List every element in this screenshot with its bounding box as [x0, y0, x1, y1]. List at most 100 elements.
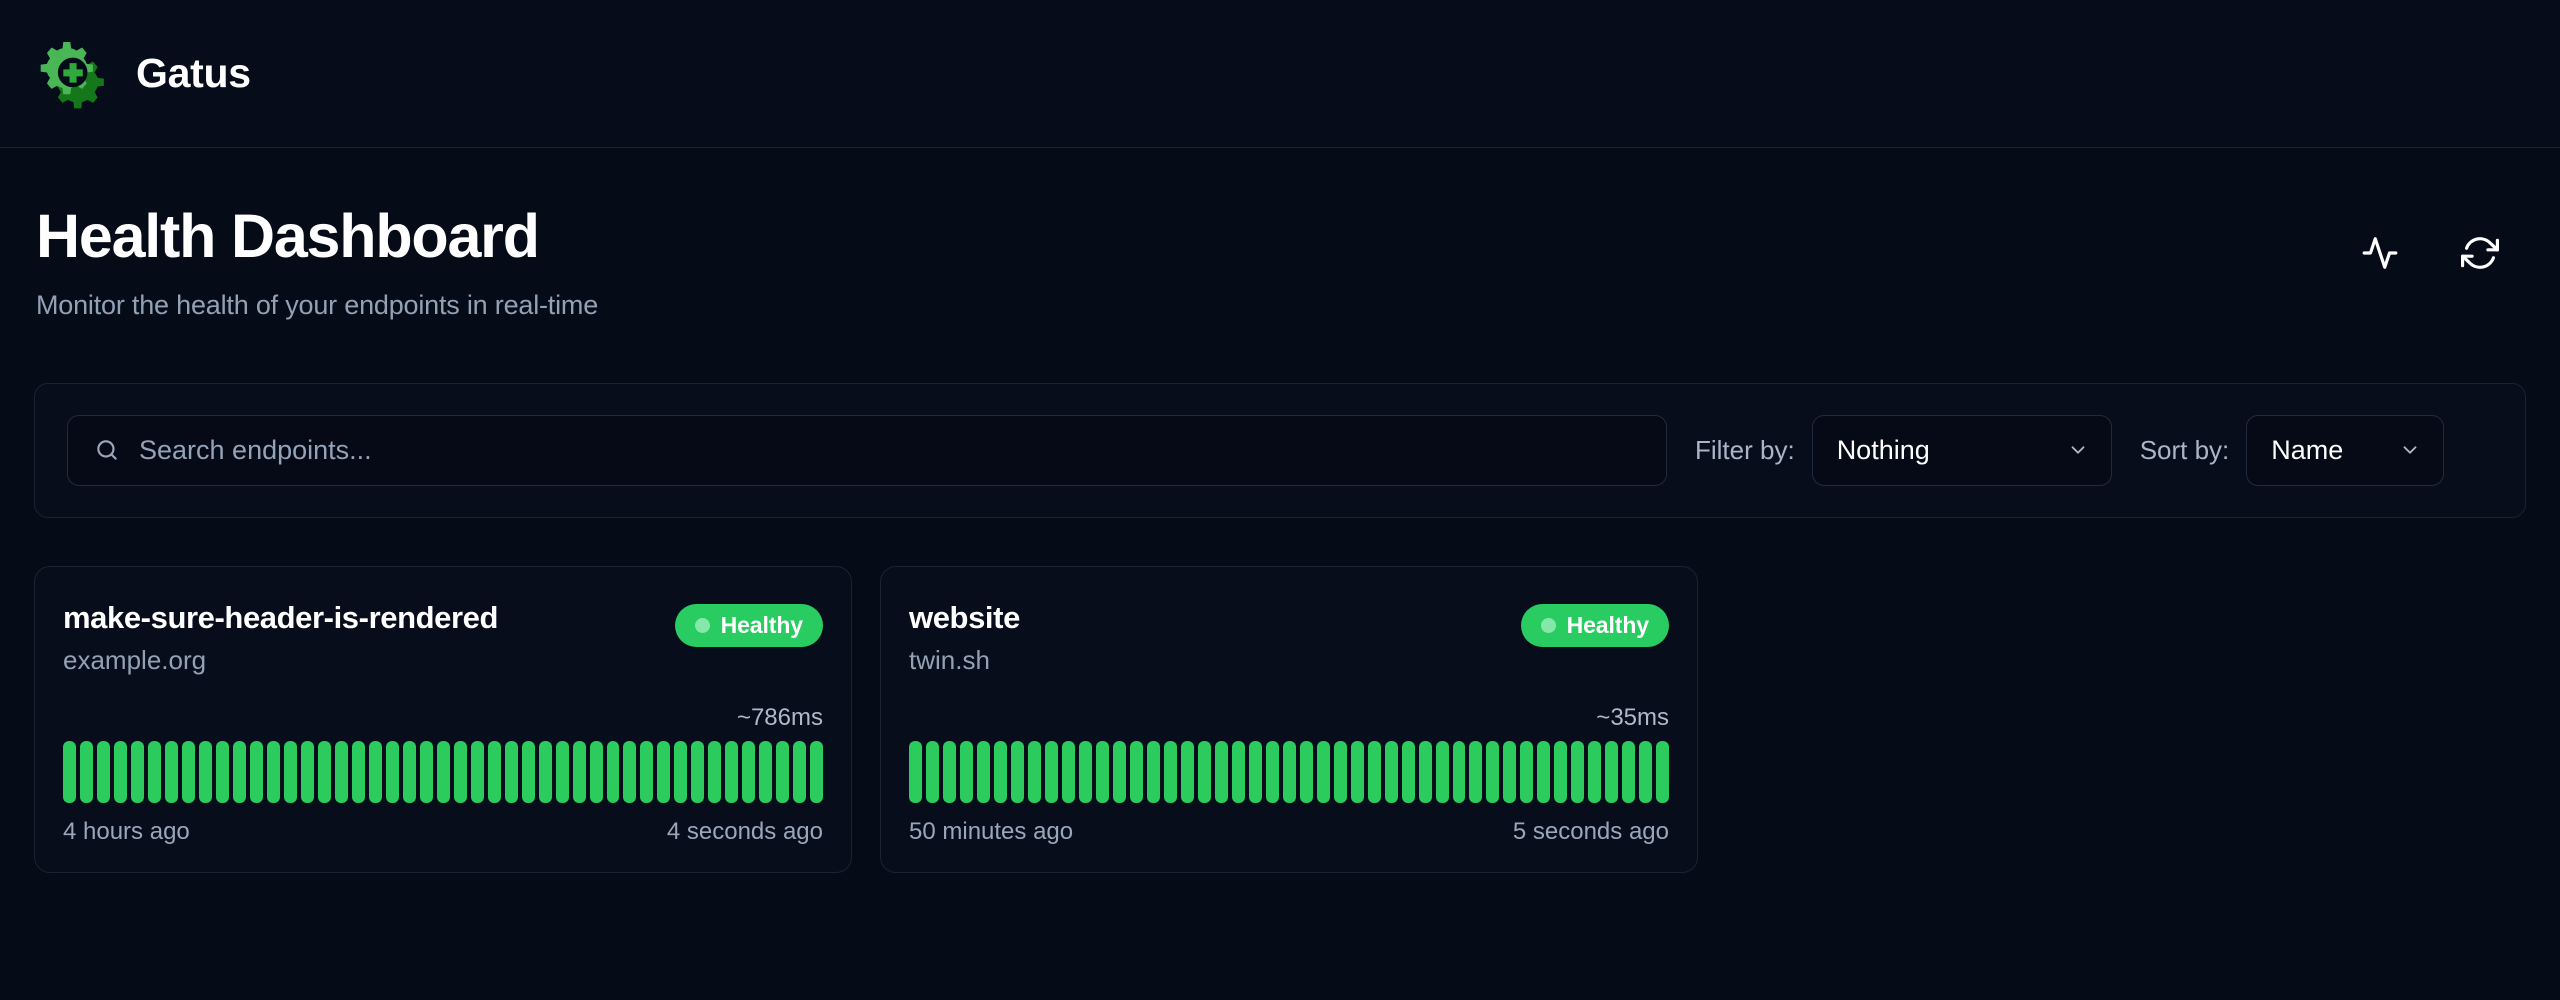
- status-bar[interactable]: [1197, 741, 1211, 804]
- status-bar[interactable]: [1571, 741, 1585, 804]
- status-bar[interactable]: [1010, 741, 1024, 804]
- status-bar[interactable]: [976, 741, 990, 804]
- status-bar[interactable]: [657, 741, 671, 804]
- status-bar[interactable]: [1044, 741, 1058, 804]
- status-bar[interactable]: [1554, 741, 1568, 804]
- status-bar[interactable]: [436, 741, 450, 804]
- status-bar[interactable]: [1231, 741, 1245, 804]
- status-bar[interactable]: [317, 741, 331, 804]
- status-bar[interactable]: [1520, 741, 1534, 804]
- status-bar[interactable]: [1384, 741, 1398, 804]
- status-bar[interactable]: [1333, 741, 1347, 804]
- status-bar[interactable]: [793, 741, 807, 804]
- status-bar[interactable]: [1061, 741, 1075, 804]
- status-bar[interactable]: [674, 741, 688, 804]
- status-bar[interactable]: [266, 741, 280, 804]
- status-bar[interactable]: [925, 741, 939, 804]
- status-bar[interactable]: [232, 741, 246, 804]
- status-bar[interactable]: [708, 741, 722, 804]
- brand-logo-link[interactable]: Gatus: [36, 35, 251, 113]
- status-bar[interactable]: [147, 741, 161, 804]
- search-box[interactable]: [67, 414, 1667, 486]
- status-bar[interactable]: [215, 741, 229, 804]
- endpoint-card[interactable]: website twin.sh Healthy ~35ms 50 minutes ago…: [880, 565, 1698, 874]
- status-bar[interactable]: [942, 741, 956, 804]
- status-bar[interactable]: [1452, 741, 1466, 804]
- status-bar[interactable]: [96, 741, 110, 804]
- filter-by-select[interactable]: Nothing: [1811, 414, 2112, 486]
- status-bar[interactable]: [1350, 741, 1364, 804]
- status-bar[interactable]: [1537, 741, 1551, 804]
- refresh-button[interactable]: [2458, 232, 2502, 276]
- status-bar[interactable]: [1248, 741, 1262, 804]
- status-bar[interactable]: [1503, 741, 1517, 804]
- status-bar[interactable]: [1299, 741, 1313, 804]
- status-bar[interactable]: [521, 741, 535, 804]
- status-bar[interactable]: [334, 741, 348, 804]
- status-bar[interactable]: [1469, 741, 1483, 804]
- status-bar[interactable]: [419, 741, 433, 804]
- status-bar[interactable]: [742, 741, 756, 804]
- status-bar[interactable]: [1605, 741, 1619, 804]
- status-bar[interactable]: [810, 741, 824, 804]
- status-bar[interactable]: [470, 741, 484, 804]
- status-bar[interactable]: [1367, 741, 1381, 804]
- status-bar[interactable]: [1316, 741, 1330, 804]
- status-bar-track: [63, 741, 824, 804]
- status-bar[interactable]: [1486, 741, 1500, 804]
- status-bar[interactable]: [79, 741, 93, 804]
- status-bar[interactable]: [691, 741, 705, 804]
- status-bar[interactable]: [368, 741, 382, 804]
- status-bar[interactable]: [1282, 741, 1296, 804]
- status-bar[interactable]: [1146, 741, 1160, 804]
- status-bar[interactable]: [351, 741, 365, 804]
- status-bar[interactable]: [113, 741, 127, 804]
- sort-by-select[interactable]: Name: [2246, 414, 2445, 486]
- status-bar[interactable]: [1622, 741, 1636, 804]
- status-bar[interactable]: [1163, 741, 1177, 804]
- status-bar[interactable]: [402, 741, 416, 804]
- status-bar[interactable]: [572, 741, 586, 804]
- status-bar[interactable]: [538, 741, 552, 804]
- status-bar[interactable]: [1435, 741, 1449, 804]
- status-bar[interactable]: [453, 741, 467, 804]
- status-bar[interactable]: [993, 741, 1007, 804]
- status-bar[interactable]: [63, 741, 76, 804]
- status-bar[interactable]: [1095, 741, 1109, 804]
- status-bar[interactable]: [725, 741, 739, 804]
- status-bar[interactable]: [555, 741, 569, 804]
- status-bar[interactable]: [1639, 741, 1653, 804]
- status-bar[interactable]: [1129, 741, 1143, 804]
- status-bar[interactable]: [164, 741, 178, 804]
- status-bar[interactable]: [1078, 741, 1092, 804]
- status-bar[interactable]: [589, 741, 603, 804]
- status-bar[interactable]: [1265, 741, 1279, 804]
- endpoint-card[interactable]: make-sure-header-is-rendered example.org H…: [34, 565, 852, 874]
- status-bar[interactable]: [623, 741, 637, 804]
- status-bar[interactable]: [1418, 741, 1432, 804]
- status-bar[interactable]: [385, 741, 399, 804]
- status-bar[interactable]: [487, 741, 501, 804]
- activity-button[interactable]: [2358, 232, 2402, 276]
- status-bar[interactable]: [909, 741, 922, 804]
- status-bar[interactable]: [1588, 741, 1602, 804]
- status-bar[interactable]: [130, 741, 144, 804]
- status-bar[interactable]: [283, 741, 297, 804]
- status-bar[interactable]: [1027, 741, 1041, 804]
- status-bar[interactable]: [606, 741, 620, 804]
- status-bar[interactable]: [504, 741, 518, 804]
- search-input[interactable]: [139, 434, 1640, 466]
- status-bar[interactable]: [640, 741, 654, 804]
- status-bar[interactable]: [759, 741, 773, 804]
- status-bar[interactable]: [300, 741, 314, 804]
- status-bar[interactable]: [776, 741, 790, 804]
- status-bar[interactable]: [1401, 741, 1415, 804]
- status-bar[interactable]: [1214, 741, 1228, 804]
- status-bar[interactable]: [959, 741, 973, 804]
- status-bar[interactable]: [249, 741, 263, 804]
- status-bar[interactable]: [181, 741, 195, 804]
- status-bar[interactable]: [198, 741, 212, 804]
- status-bar[interactable]: [1112, 741, 1126, 804]
- status-bar[interactable]: [1180, 741, 1194, 804]
- status-bar[interactable]: [1656, 741, 1670, 804]
